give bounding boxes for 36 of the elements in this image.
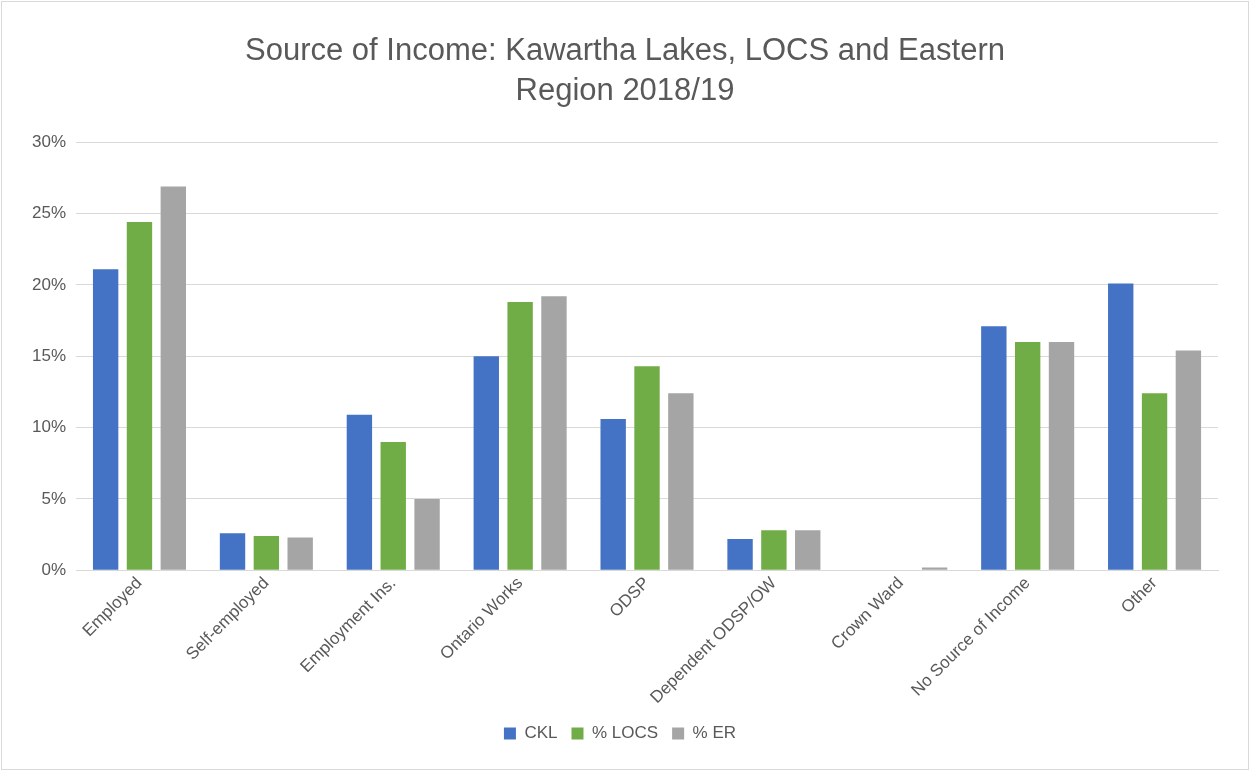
bar	[346, 414, 373, 570]
bar	[380, 441, 406, 570]
bar	[541, 296, 567, 570]
bar	[1141, 393, 1168, 570]
legend-label: % ER	[692, 723, 737, 743]
y-tick-label: 15%	[31, 345, 67, 365]
chart-title: Source of Income: Kawartha Lakes, LOCS and Eastern Region 2018/19	[244, 31, 1006, 109]
bar	[126, 222, 153, 570]
bar	[253, 536, 280, 570]
bar	[219, 533, 246, 570]
bar	[761, 530, 787, 570]
bar	[981, 326, 1007, 570]
y-tick-label: 30%	[31, 131, 67, 151]
bar	[727, 538, 753, 570]
bar	[1175, 350, 1202, 570]
bar	[287, 537, 313, 570]
bar	[473, 356, 499, 570]
bar	[414, 498, 440, 570]
y-tick-label: 20%	[31, 274, 67, 294]
legend-label: CKL	[524, 723, 558, 743]
bar	[1014, 341, 1041, 570]
bar	[921, 567, 948, 570]
legend-label: % LOCS	[591, 723, 659, 743]
y-tick-label: 5%	[41, 488, 67, 508]
bar	[507, 302, 533, 570]
y-tick-label: 10%	[31, 417, 67, 437]
bar	[92, 269, 119, 570]
bar	[1048, 341, 1075, 570]
bar	[634, 366, 660, 570]
y-tick-label: 0%	[41, 560, 67, 579]
bar	[1108, 283, 1134, 570]
y-tick-label: 25%	[31, 203, 67, 223]
bar	[160, 186, 186, 570]
bar	[668, 393, 694, 570]
bar	[795, 530, 821, 570]
bar	[600, 419, 626, 570]
